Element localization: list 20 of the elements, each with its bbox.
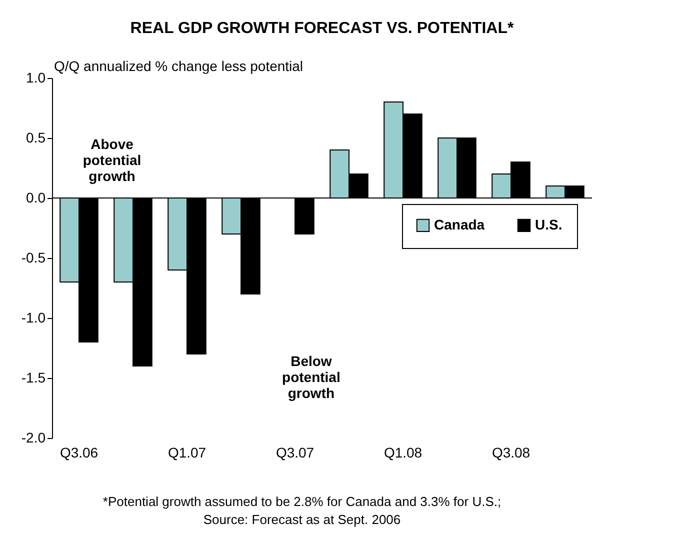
y-axis-title: Q/Q annualized % change less potential bbox=[54, 58, 304, 74]
x-tick-label: Q3.07 bbox=[276, 444, 314, 460]
x-tick-label: Q3.06 bbox=[60, 444, 98, 460]
y-tick-label: -1.5 bbox=[21, 370, 46, 386]
source-note: Source: Forecast as at Sept. 2006 bbox=[203, 512, 401, 527]
y-tick-label: -0.5 bbox=[21, 250, 46, 266]
legend-label: Canada bbox=[434, 216, 485, 232]
legend-label: U.S. bbox=[535, 216, 562, 232]
annotation: Below potential growth bbox=[282, 353, 340, 402]
y-tick-label: 0.0 bbox=[26, 190, 46, 206]
chart-title: REAL GDP GROWTH FORECAST VS. POTENTIAL* bbox=[130, 20, 514, 37]
annotation: Above potential growth bbox=[82, 136, 142, 184]
y-tick-label: -1.0 bbox=[21, 310, 46, 326]
x-tick-label: Q1.08 bbox=[384, 444, 422, 460]
y-tick-label: 1.0 bbox=[26, 70, 46, 86]
x-tick-label: Q3.08 bbox=[492, 444, 530, 460]
text: *Potential growth assumed to be 2.8% for Canada and 3.3% for U.S.; bbox=[102, 494, 502, 509]
x-tick-label: Q1.07 bbox=[168, 444, 206, 460]
y-tick-label: -2.0 bbox=[21, 430, 46, 446]
y-tick-label: 0.5 bbox=[26, 130, 46, 146]
